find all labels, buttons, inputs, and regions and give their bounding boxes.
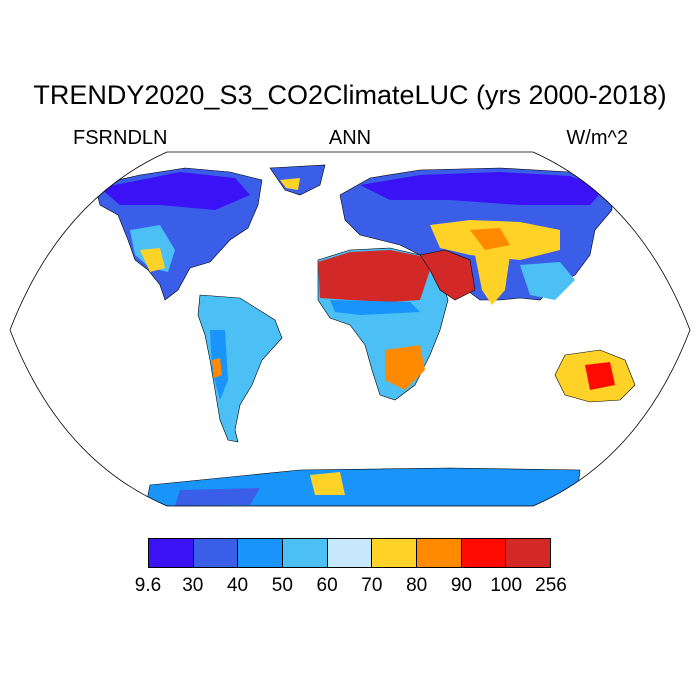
se-asia-land: [520, 262, 575, 300]
colorbar-tick-label: 40: [226, 575, 249, 596]
colorbar-box: [417, 539, 462, 567]
colorbar-tick-label: 90: [450, 575, 473, 596]
tibet-hot: [470, 228, 510, 250]
period-label: ANN: [328, 127, 372, 149]
colorbar-tick-label: 30: [182, 575, 204, 596]
north-america-hot-southwest: [140, 248, 165, 272]
australia-center-hot: [585, 362, 615, 390]
greenland-coast: [280, 178, 300, 190]
colorbar-tick-label: 50: [271, 575, 293, 596]
north-america-warm-west: [130, 225, 175, 272]
colorbar-box: [238, 539, 284, 567]
units-label: W/m^2: [566, 127, 628, 149]
colorbar-box: [193, 539, 239, 567]
colorbar-tick-label: 60: [316, 575, 338, 596]
colorbar-tick-label: 256: [535, 575, 567, 596]
colorbar: [148, 538, 551, 568]
south-america-hot-patch: [212, 358, 222, 378]
colorbar-tick-label: 70: [361, 575, 383, 596]
map-title: TRENDY2020_S3_CO2ClimateLUC (yrs 2000-20…: [33, 80, 667, 110]
variable-label: FSRNDLN: [73, 127, 168, 149]
arabia-desert: [419, 249, 476, 301]
colorbar-box: [327, 539, 373, 567]
sahara-desert: [318, 250, 430, 302]
south-america-land: [197, 294, 283, 443]
north-america-north: [100, 172, 250, 210]
antarctica-land: [144, 467, 581, 506]
antarctica-warm-patch: [310, 472, 345, 495]
antarctica-band: [175, 488, 260, 506]
india-land: [475, 255, 510, 305]
sahel-band: [330, 300, 420, 315]
colorbar-tick-label: 100: [490, 575, 523, 596]
colorbar-tick-label: 80: [406, 575, 428, 596]
colorbar-box: [461, 539, 507, 567]
colorbar-tick-label: 9.6: [134, 575, 162, 596]
colorbar-box: [506, 539, 551, 567]
colorbar-box: [283, 539, 328, 567]
colorbar-box: [372, 539, 418, 567]
map-border: [9, 151, 691, 507]
southern-africa-warm: [385, 345, 425, 390]
eurasia-north: [360, 172, 605, 205]
colorbar-box: [149, 539, 194, 567]
